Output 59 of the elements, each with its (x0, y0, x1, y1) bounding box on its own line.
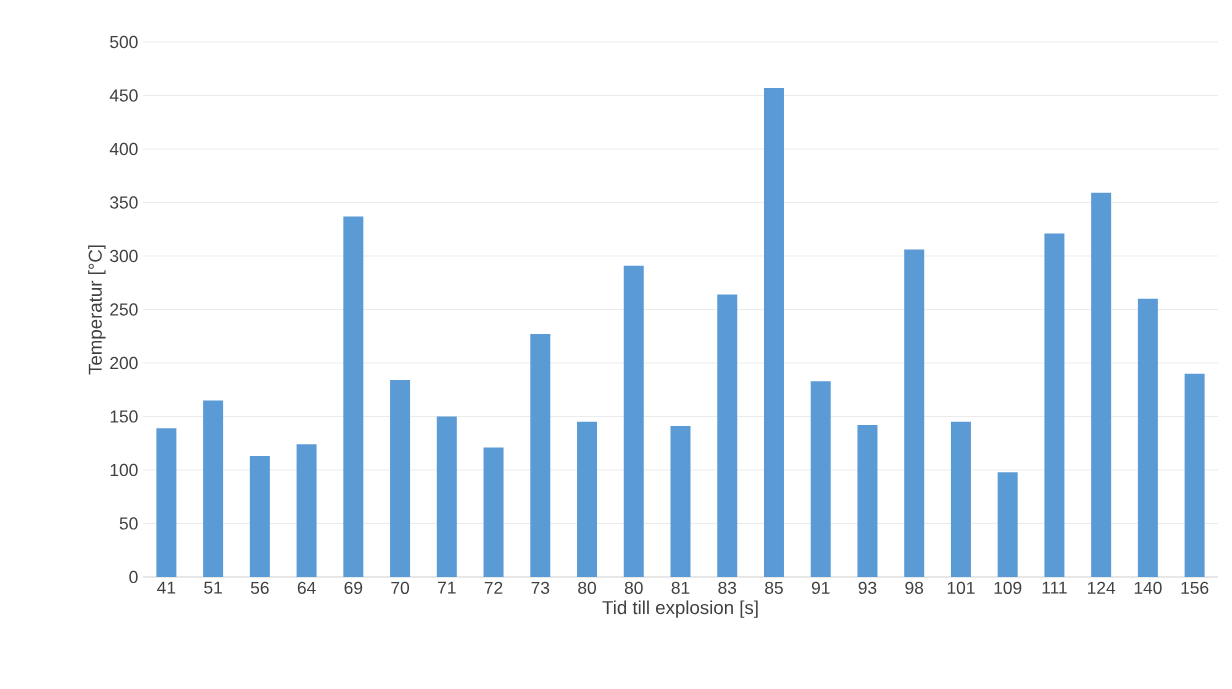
x-tick-label: 70 (391, 581, 410, 594)
bar (763, 88, 784, 577)
x-tick-label: 73 (531, 581, 550, 594)
bar (1137, 298, 1158, 577)
x-tick-label: 80 (624, 581, 643, 594)
x-tick-label: 111 (1042, 581, 1067, 594)
x-tick-label: 93 (858, 581, 877, 594)
bar (1184, 373, 1205, 577)
x-tick-label: 41 (157, 581, 176, 594)
y-tick-label: 0 (129, 570, 138, 584)
x-tick-label: 71 (438, 581, 456, 594)
bar (623, 265, 644, 577)
bar (997, 472, 1018, 577)
bar (156, 428, 177, 577)
bar (950, 421, 971, 577)
bar (857, 425, 878, 577)
bar (296, 444, 317, 577)
y-tick-label: 150 (110, 410, 138, 423)
bar (810, 381, 831, 577)
bar (390, 380, 411, 577)
y-axis-title: Temperatur [°C] (88, 245, 106, 375)
x-tick-label: 81 (671, 581, 690, 594)
bar (577, 421, 598, 577)
bar (904, 249, 925, 577)
x-tick-label: 109 (994, 581, 1022, 594)
y-tick-label: 300 (110, 249, 138, 263)
y-tick-label: 250 (110, 303, 138, 316)
bar (483, 447, 504, 577)
x-tick-label: 64 (297, 581, 316, 594)
bar (1091, 192, 1112, 577)
y-tick-label: 50 (119, 517, 138, 530)
x-tick-label: 80 (578, 581, 596, 594)
x-axis-title: Tid till explosion [s] (602, 600, 758, 618)
x-tick-label: 83 (718, 581, 737, 594)
x-tick-label: 156 (1181, 581, 1209, 594)
x-tick-label: 101 (947, 581, 975, 594)
y-tick-label: 450 (109, 89, 138, 102)
x-tick-label: 124 (1088, 581, 1116, 594)
y-tick-label: 350 (110, 196, 138, 209)
x-tick-label: 91 (811, 581, 830, 594)
x-tick-label: 51 (204, 581, 222, 594)
bar (1044, 233, 1065, 577)
x-tick-label: 98 (905, 581, 924, 594)
x-tick-label: 72 (484, 581, 503, 594)
bar (436, 416, 457, 577)
bar (717, 294, 738, 577)
bar (203, 400, 224, 577)
y-tick-label: 400 (109, 142, 138, 156)
y-tick-label: 200 (110, 356, 138, 370)
x-tick-label: 85 (765, 581, 783, 594)
x-tick-label: 69 (344, 581, 363, 594)
bar (530, 334, 551, 577)
y-tick-label: 100 (110, 463, 138, 477)
x-tick-label: 140 (1134, 581, 1162, 594)
bar (249, 456, 270, 577)
x-tick-label: 56 (250, 581, 269, 594)
bar (343, 216, 364, 577)
y-tick-label: 500 (110, 35, 138, 49)
bar (670, 426, 691, 577)
